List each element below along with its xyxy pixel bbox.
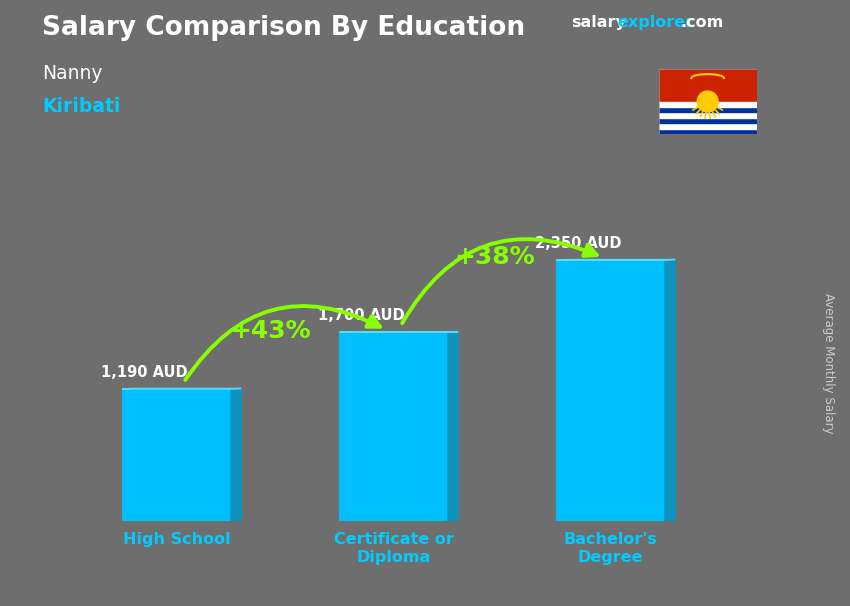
Bar	[659, 118, 756, 123]
Text: explorer: explorer	[617, 15, 694, 30]
Bar	[659, 102, 756, 107]
Text: 1,190 AUD: 1,190 AUD	[101, 365, 188, 380]
Bar	[659, 112, 756, 118]
Text: +43%: +43%	[230, 319, 311, 343]
Bar	[659, 128, 756, 134]
Text: 2,350 AUD: 2,350 AUD	[536, 236, 622, 251]
Text: +38%: +38%	[455, 245, 536, 268]
Text: Nanny: Nanny	[42, 64, 103, 82]
Circle shape	[697, 91, 718, 112]
FancyBboxPatch shape	[122, 389, 230, 521]
Text: Salary Comparison By Education: Salary Comparison By Education	[42, 15, 525, 41]
Bar	[659, 69, 756, 102]
Text: salary: salary	[571, 15, 626, 30]
Bar	[659, 123, 756, 128]
Polygon shape	[448, 331, 458, 521]
FancyBboxPatch shape	[339, 332, 448, 521]
Bar	[659, 107, 756, 112]
Text: Kiribati: Kiribati	[42, 97, 121, 116]
Polygon shape	[230, 388, 241, 521]
Text: Average Monthly Salary: Average Monthly Salary	[822, 293, 836, 434]
FancyBboxPatch shape	[556, 260, 665, 521]
Polygon shape	[665, 259, 675, 521]
Text: 1,700 AUD: 1,700 AUD	[318, 308, 405, 324]
Text: .com: .com	[680, 15, 723, 30]
